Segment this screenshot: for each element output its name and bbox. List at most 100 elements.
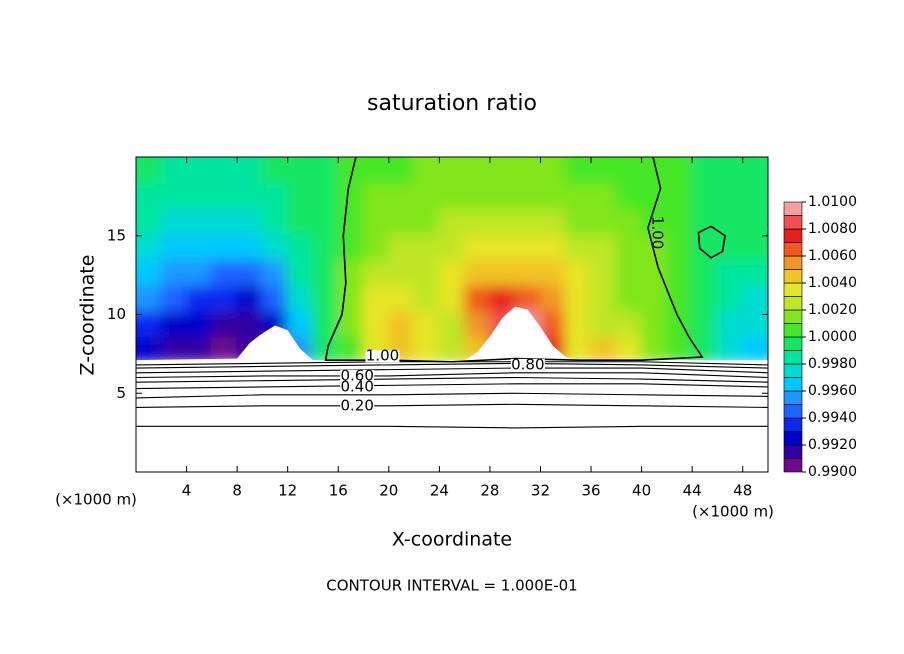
colorbar-band [783, 417, 803, 432]
field-cell [438, 283, 466, 312]
field-cell [210, 283, 239, 312]
colorbar-band [783, 363, 803, 378]
field-cell [691, 335, 719, 363]
overlay-layer [136, 157, 768, 472]
field-cell [236, 258, 264, 286]
field-cell [438, 335, 466, 363]
field-cell [564, 258, 593, 286]
field-cell [514, 207, 542, 235]
contour-label-bg [510, 358, 545, 371]
field-cell [564, 232, 593, 261]
field-cell [311, 258, 340, 286]
field-cell [741, 207, 768, 235]
field-cell [463, 157, 491, 184]
field-cell [463, 232, 491, 261]
contour-line [136, 383, 768, 390]
x-tick-label: 44 [683, 482, 702, 500]
field-cell [261, 207, 289, 235]
field-cell [286, 309, 314, 338]
field-cell [337, 232, 365, 261]
field-cell [640, 335, 668, 363]
colorbar-band [783, 323, 803, 338]
field-cell [236, 232, 264, 261]
field-cell [337, 283, 365, 312]
field-cell [413, 181, 441, 210]
field-cell [665, 207, 694, 235]
field-cell [387, 258, 416, 286]
colorbar-band [783, 215, 803, 230]
field-cell [413, 283, 441, 312]
y-tick-label: 15 [107, 226, 126, 244]
field-cell [741, 335, 768, 363]
field-cell [286, 181, 314, 210]
field-cell [716, 283, 744, 312]
x-tick-label: 12 [278, 482, 297, 500]
field-cell [185, 207, 213, 235]
field-cell [488, 232, 517, 261]
field-cell [236, 207, 264, 235]
colorbar-label: 0.9980 [808, 356, 857, 372]
field-cell [261, 232, 289, 261]
field-cell [185, 309, 213, 338]
field-cell [640, 283, 668, 312]
field-cell [160, 335, 188, 363]
contour-line [697, 225, 726, 259]
field-cell [185, 258, 213, 286]
field-cell [488, 283, 517, 312]
colorbar-band [783, 431, 803, 446]
field-cell [387, 309, 416, 338]
field-cell [311, 232, 340, 261]
field-cell [590, 232, 618, 261]
field-cell [438, 157, 466, 184]
field-cell [514, 283, 542, 312]
colorbar-label: 1.0020 [808, 302, 857, 318]
field-cell [311, 309, 340, 338]
field-cell [387, 157, 416, 184]
field-layer [136, 157, 768, 363]
field-cell [741, 283, 768, 312]
field-cell [362, 283, 390, 312]
field-cell [136, 181, 163, 210]
field-cell [160, 283, 188, 312]
field-cell [210, 232, 239, 261]
field-cell [463, 258, 491, 286]
field-cell [514, 258, 542, 286]
x-tick-label: 40 [632, 482, 651, 500]
field-cell [311, 283, 340, 312]
field-cell [691, 258, 719, 286]
field-cell [136, 283, 163, 312]
field-cell [236, 283, 264, 312]
field-cell [564, 283, 593, 312]
axes-layer: 0.200.400.600.801.001.004 8 12 16 20 24 28 32 36… [107, 156, 857, 500]
colorbar-band [783, 377, 803, 392]
contour-line [136, 372, 768, 379]
colorbar-label: 1.0100 [808, 194, 857, 210]
field-cell [185, 181, 213, 210]
field-cell [286, 157, 314, 184]
field-cell [665, 258, 694, 286]
field-cell [311, 181, 340, 210]
field-cell [514, 232, 542, 261]
contour-label: 0.80 [511, 355, 544, 373]
colorbar-label: 0.9900 [808, 464, 857, 480]
field-cell [539, 232, 567, 261]
y-tick-label: 5 [116, 384, 126, 402]
field-cell [210, 181, 239, 210]
colorbar-band [783, 309, 803, 324]
field-cell [185, 335, 213, 363]
field-cell [539, 181, 567, 210]
field-cell [615, 232, 643, 261]
footer: CONTOUR INTERVAL = 1.000E-01 [326, 577, 577, 595]
field-cell [691, 181, 719, 210]
field-cell [539, 207, 567, 235]
contour-line [136, 403, 768, 408]
colorbar-band [783, 255, 803, 270]
field-cell [590, 283, 618, 312]
colorbar-band [783, 404, 803, 419]
x-tick-label: 8 [232, 482, 242, 500]
field-cell [413, 258, 441, 286]
field-cell [387, 232, 416, 261]
contour-label-bg [340, 369, 375, 382]
field-cell [615, 181, 643, 210]
field-cell [261, 283, 289, 312]
